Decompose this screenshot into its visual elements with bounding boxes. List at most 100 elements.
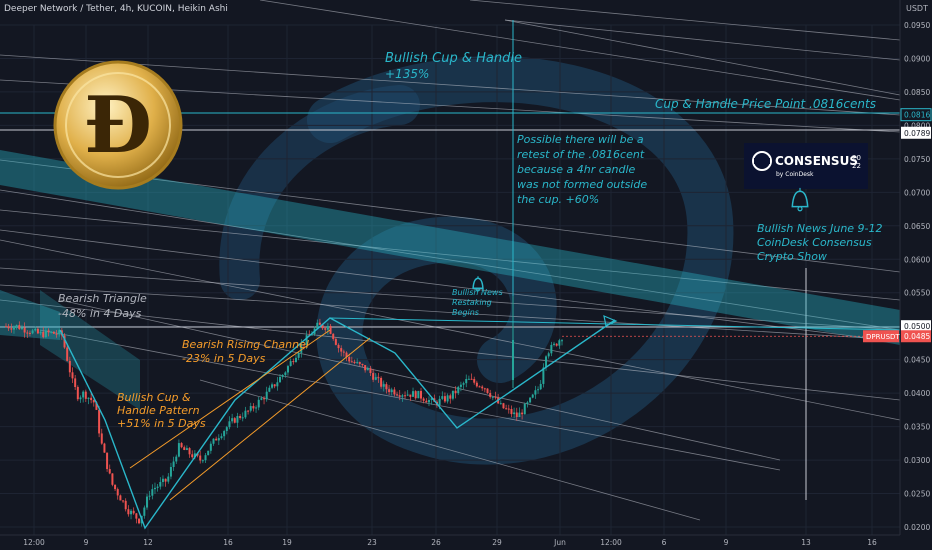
svg-text:by CoinDesk: by CoinDesk: [776, 171, 814, 178]
candle: [545, 355, 548, 371]
candle: [23, 322, 26, 338]
svg-text:20: 20: [852, 154, 861, 162]
candle: [20, 324, 23, 331]
candle: [555, 343, 558, 347]
candles-layer: [5, 296, 563, 527]
candle: [87, 397, 90, 405]
candle: [502, 402, 505, 409]
candle: [106, 452, 109, 472]
y-tick-label: 0.0750: [904, 155, 930, 164]
candle: [281, 374, 284, 380]
candle: [239, 414, 242, 420]
candle: [494, 391, 497, 400]
annotation-label: retest of the .0816cent: [517, 148, 645, 161]
candle: [369, 365, 372, 376]
candle: [289, 358, 292, 367]
svg-text:0.0485: 0.0485: [904, 332, 930, 341]
annotation-label: Cup & Handle Price Point .0816cents: [655, 97, 876, 111]
annotation-label: Bullish Cup &: [117, 391, 191, 404]
annotation-label: +51% in 5 Days: [117, 417, 206, 430]
y-tick-label: 0.0850: [904, 88, 930, 97]
candle: [531, 393, 534, 399]
svg-text:22: 22: [852, 162, 861, 170]
candle: [209, 441, 212, 454]
x-tick-label: 13: [801, 538, 811, 547]
annotation-label: Crypto Show: [757, 250, 827, 263]
candle: [100, 428, 103, 445]
candle: [84, 389, 87, 403]
candle: [116, 487, 119, 500]
price-level-tag: 0.0816: [900, 108, 932, 122]
candle: [12, 325, 15, 334]
candle: [340, 345, 343, 357]
candle: [441, 391, 444, 401]
candle: [561, 339, 563, 346]
x-tick-label: 9: [724, 538, 729, 547]
candle: [103, 442, 106, 453]
annotation-label: was not formed outside: [517, 178, 647, 191]
candle: [286, 364, 289, 376]
candle: [451, 390, 454, 401]
candle: [316, 319, 319, 330]
svg-text:Đ: Đ: [84, 80, 152, 171]
candle: [90, 393, 93, 404]
bell-icon: [472, 187, 809, 292]
y-tick-label: 0.0250: [904, 490, 930, 499]
candle: [523, 402, 526, 415]
annotation-label: -48% in 4 Days: [58, 307, 142, 320]
candle: [124, 498, 127, 512]
candle: [302, 344, 305, 350]
candle: [231, 413, 234, 424]
candle: [36, 327, 39, 335]
candle: [18, 321, 21, 330]
candle: [382, 380, 385, 392]
candle: [324, 326, 327, 333]
candle: [143, 505, 146, 519]
annotation-label: the cup. +60%: [517, 193, 599, 206]
candle: [223, 429, 226, 441]
candle: [318, 318, 321, 325]
candle: [138, 518, 141, 525]
price-level-tag: 0.0500: [901, 320, 931, 333]
y-tick-label: 0.0650: [904, 222, 930, 231]
annotation-label: Bullish Cup & Handle: [385, 51, 522, 66]
candle: [215, 436, 218, 441]
y-tick-label: 0.0600: [904, 255, 930, 264]
candle: [10, 323, 13, 333]
y-tick-label: 0.0400: [904, 389, 930, 398]
candle: [39, 330, 42, 336]
y-axis[interactable]: 0.0950 0.0900 0.0850 0.0800 0.0750 0.0700 0.06…: [562, 0, 932, 550]
trend-lines: [0, 0, 901, 521]
candle: [529, 397, 532, 404]
candle: [249, 402, 252, 413]
candle: [342, 349, 345, 357]
candle: [204, 453, 207, 463]
candle: [111, 473, 114, 487]
candle: [457, 385, 460, 396]
candle: [353, 359, 356, 365]
candle: [92, 399, 95, 407]
annotation-label: Possible there will be a: [517, 133, 644, 146]
candle: [191, 450, 194, 459]
candle: [153, 482, 156, 494]
annotation-label: Handle Pattern: [117, 404, 200, 417]
candle: [334, 337, 337, 346]
candle: [390, 387, 393, 396]
candle: [470, 373, 473, 380]
annotation-label: CoinDesk Consensus: [757, 236, 872, 249]
candle: [478, 385, 481, 388]
candle: [82, 390, 85, 403]
candle: [159, 477, 162, 490]
candle: [292, 358, 295, 365]
candle: [98, 406, 101, 438]
candle: [172, 456, 175, 471]
candle: [465, 374, 468, 388]
candle: [135, 512, 138, 524]
candle: [257, 396, 260, 411]
candle: [345, 351, 348, 362]
x-tick-label: 26: [431, 538, 441, 547]
x-axis[interactable]: 12:00 9 12 16 19 23 26 29 Jun 12:00 6 9 13 16: [0, 534, 932, 550]
candle: [499, 400, 502, 405]
